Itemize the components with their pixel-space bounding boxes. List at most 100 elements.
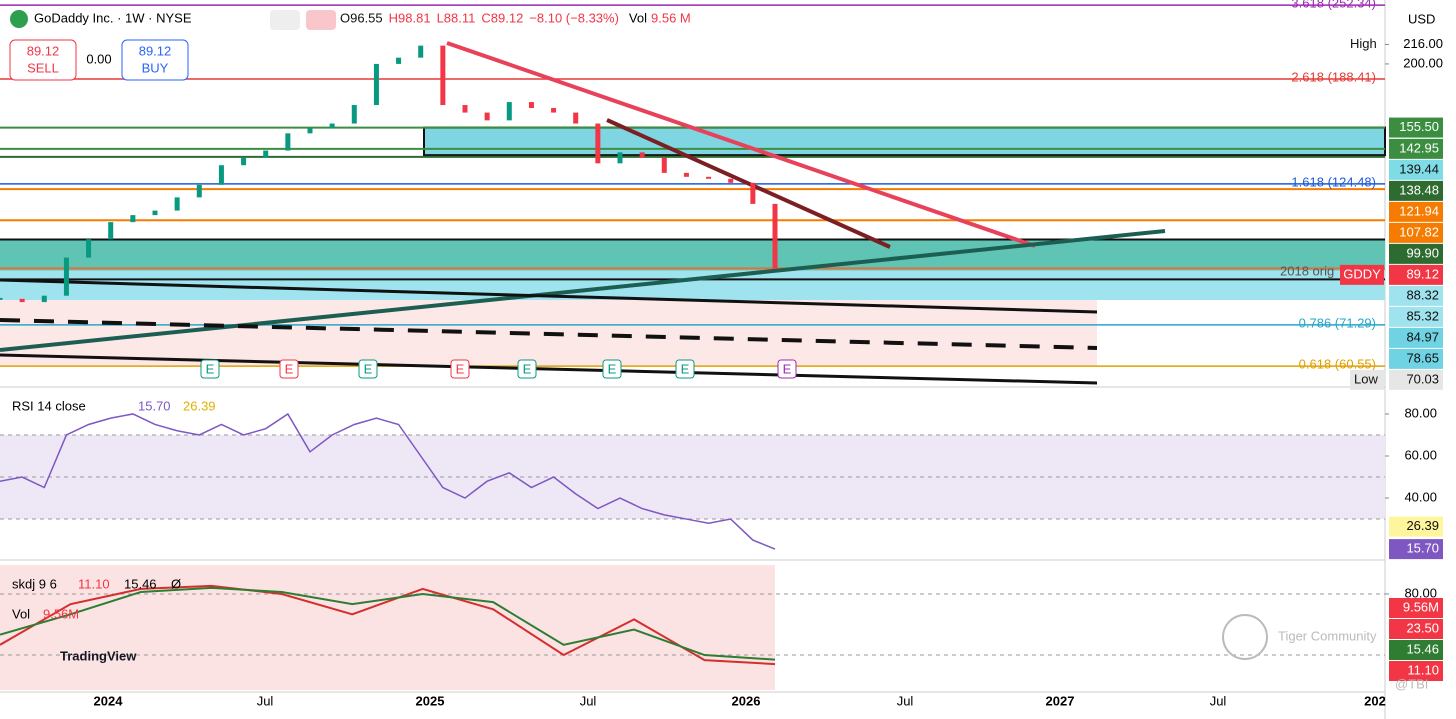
zone-teal [0, 239, 1385, 271]
price-badge [1389, 138, 1443, 159]
rsi-badge-label: 15.70 [1406, 541, 1439, 556]
earnings-badge [777, 359, 797, 379]
sell-btn[interactable] [9, 39, 77, 81]
price-label: 70.03 [1406, 371, 1439, 386]
skdj-line [0, 586, 776, 661]
buy-btn[interactable] [121, 39, 189, 81]
y-tick-label: 80.00 [1404, 585, 1437, 600]
x-tick-label: 2026 [732, 693, 761, 708]
fib-label: 1.618 (124.48) [1291, 174, 1376, 189]
vol-title: Vol [12, 606, 30, 621]
candle [706, 176, 712, 179]
candle [418, 45, 424, 58]
candle [86, 239, 92, 258]
candle [108, 222, 114, 240]
skdj-title: skdj 9 6 [12, 576, 57, 591]
sell-text: SELL [27, 60, 59, 75]
y-tick-label: 40.00 [1404, 489, 1437, 504]
y-tick-label: 216.00 [1403, 36, 1443, 51]
rsi-badge [1389, 539, 1443, 560]
x-tick-label: Jul [897, 693, 914, 708]
buy-text: BUY [142, 60, 169, 75]
earnings-label: E [783, 361, 792, 376]
earnings-badge [450, 359, 470, 379]
candle [440, 45, 446, 106]
skdj-badge [1389, 640, 1443, 660]
x-tick-label: Jul [257, 693, 274, 708]
candle [396, 57, 402, 64]
ohlc: O96.55 [340, 10, 383, 25]
price-badge [1389, 327, 1443, 348]
skdj-k: 11.10 [78, 576, 110, 591]
y-tick-label: 60.00 [1404, 447, 1437, 462]
candle [152, 210, 158, 216]
y-tick-tag: High [1350, 36, 1377, 51]
candle [551, 108, 557, 113]
candle [772, 203, 778, 269]
candle [595, 123, 601, 164]
earnings-badge [358, 359, 378, 379]
skdj-badge-label: 11.10 [1407, 662, 1439, 677]
candle [484, 112, 490, 121]
earnings-badge [675, 359, 695, 379]
price-label: 138.48 [1399, 182, 1439, 197]
candle [19, 298, 25, 303]
price-label: 155.50 [1399, 119, 1439, 134]
price-badge [1389, 264, 1443, 285]
candle [728, 178, 734, 183]
price-label: 89.12 [1406, 266, 1439, 281]
handle-text: @TBI [1395, 676, 1428, 691]
trend-line [0, 278, 1098, 314]
ohlc: L88.11 [437, 10, 476, 25]
ohlc: −8.10 (−8.33%) [529, 10, 619, 25]
candle [528, 102, 534, 109]
candle [218, 165, 224, 185]
y-tick-label: 80.00 [1404, 405, 1437, 420]
btn [306, 10, 336, 30]
community-text: Tiger Community [1278, 628, 1377, 643]
candle [196, 184, 202, 198]
earnings-badge [200, 359, 220, 379]
x-tick-label: 2027 [1046, 693, 1075, 708]
y-tick-label: 200.00 [1403, 55, 1443, 70]
candle [63, 257, 69, 296]
earnings-label: E [206, 361, 215, 376]
price-label: 84.97 [1406, 329, 1439, 344]
skdj-badge [1389, 619, 1443, 639]
price-badge [1389, 222, 1443, 243]
fib-label: 0.786 (71.29) [1299, 315, 1376, 330]
ohlc: C89.12 [481, 10, 523, 25]
candle [130, 215, 136, 223]
logo [10, 10, 28, 28]
candle [506, 102, 512, 121]
candle [263, 150, 269, 158]
vol-val: 9.56M [43, 606, 79, 621]
btn [270, 10, 300, 30]
price-label: 142.95 [1399, 140, 1439, 155]
vol-label: Vol [629, 10, 647, 25]
tag-badge [1350, 369, 1384, 390]
candle [174, 197, 180, 211]
price-badge [1389, 243, 1443, 264]
earnings-badge [602, 359, 622, 379]
earnings-label: E [456, 361, 465, 376]
fib-label: 2.618 (188.41) [1291, 69, 1376, 84]
skdj-badge-label: 15.46 [1406, 641, 1439, 656]
skdj-d: 15.46 [124, 576, 157, 591]
candle [617, 152, 623, 164]
earnings-label: E [608, 361, 617, 376]
trend-line [606, 118, 891, 249]
trend-line [0, 318, 1098, 350]
trend-line [446, 41, 1036, 248]
x-tick-label: 2024 [94, 693, 124, 708]
candle [639, 152, 645, 158]
x-tick-label: Jul [1210, 693, 1227, 708]
sell-price: 89.12 [27, 43, 60, 58]
logo-text: TradingView [60, 648, 137, 663]
trend-line [0, 353, 1098, 385]
ohlc: H98.81 [389, 10, 431, 25]
note: 2018 orig [1280, 263, 1334, 278]
candle [351, 105, 357, 124]
vol-value: 9.56 M [651, 10, 691, 25]
